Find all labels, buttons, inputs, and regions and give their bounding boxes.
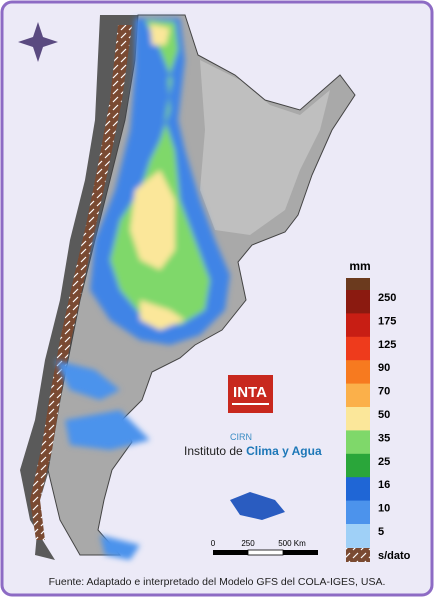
legend-unit: mm <box>349 259 370 273</box>
legend-swatch <box>346 500 370 525</box>
no-data-andes <box>30 25 132 540</box>
legend-label: 125 <box>378 339 396 351</box>
scale-seg <box>283 550 318 555</box>
logo-line <box>232 403 269 405</box>
scale-seg <box>213 550 248 555</box>
legend-label: 5 <box>378 526 384 538</box>
legend-label: 70 <box>378 386 390 398</box>
legend-label: 175 <box>378 315 396 327</box>
compass <box>18 22 58 62</box>
legend-swatch <box>346 290 370 314</box>
legend-label: 250 <box>378 292 396 304</box>
legend-label: 25 <box>378 456 390 468</box>
legend-swatch <box>346 453 370 478</box>
scale-seg <box>247 549 284 556</box>
legend-swatch <box>346 430 370 455</box>
logo-box <box>228 375 273 413</box>
legend-nodata-swatch <box>346 548 370 562</box>
legend-swatch <box>346 313 370 338</box>
legend-label: 50 <box>378 409 390 421</box>
legend-swatch-top <box>346 278 370 290</box>
legend-label: 16 <box>378 479 390 491</box>
institute-name: Instituto de <box>184 444 243 458</box>
logo-sub: CIRN <box>230 432 252 442</box>
legend-label: 10 <box>378 503 390 515</box>
legend-swatch <box>346 524 370 548</box>
legend-label: 35 <box>378 432 390 444</box>
scale-label: 250 <box>241 539 255 548</box>
legend-label: 90 <box>378 362 390 374</box>
institute-bold: Clima y Agua <box>246 444 322 458</box>
source: Fuente: Adaptado e interpretado del Mode… <box>49 576 386 588</box>
islands <box>230 492 285 520</box>
legend-swatch <box>346 336 370 361</box>
legend-nodata: s/dato <box>378 550 411 562</box>
legend-swatch <box>346 477 370 502</box>
logo-name: INTA <box>233 384 267 401</box>
institute: Instituto de Clima y Agua <box>184 444 322 458</box>
legend-swatch <box>346 360 370 385</box>
legend-swatch <box>346 407 370 431</box>
scale-label: 500 Km <box>278 539 306 548</box>
rain-50 <box>130 24 185 330</box>
legend-swatch <box>346 383 370 408</box>
relief <box>200 60 330 235</box>
scale-label: 0 <box>211 539 216 548</box>
legend: mm s/dato 250 175 125 90 70 50 35 25 16 10 5 <box>346 259 411 562</box>
